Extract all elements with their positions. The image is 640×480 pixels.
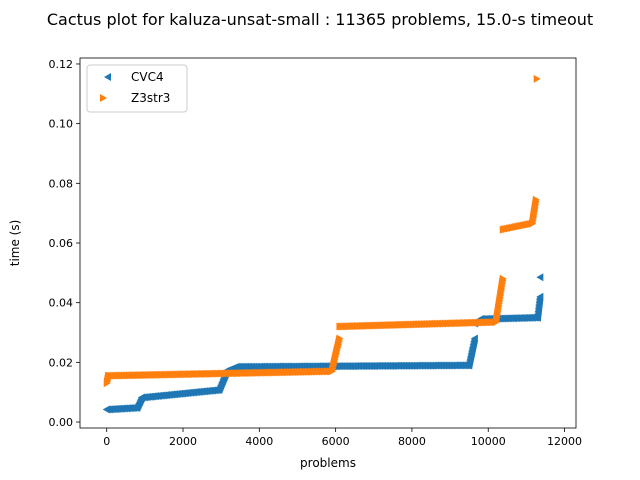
y-axis-label: time (s) (8, 220, 22, 267)
data-point-z3str3-outlier (533, 74, 541, 83)
x-axis-ticks: 0 2000 4000 6000 8000 10000 12000 (103, 428, 582, 448)
y-tick-label: 0.08 (49, 177, 74, 190)
plot-area (102, 74, 544, 414)
y-tick-label: 0.12 (49, 58, 74, 71)
data-point-z3str3 (499, 274, 507, 283)
y-tick-label: 0.00 (49, 416, 74, 429)
x-tick-label: 10000 (471, 435, 506, 448)
legend: CVC4 Z3str3 (86, 64, 188, 113)
x-tick-label: 6000 (322, 435, 350, 448)
data-point-cvc4 (536, 292, 544, 301)
data-point-cvc4-outlier (536, 273, 544, 282)
data-point-cvc4 (470, 334, 478, 343)
y-tick-label: 0.04 (49, 297, 74, 310)
x-tick-label: 4000 (245, 435, 273, 448)
legend-marker-cvc4 (104, 73, 111, 81)
y-tick-label: 0.10 (49, 118, 74, 131)
x-axis-label: problems (300, 456, 356, 470)
x-tick-label: 0 (103, 435, 110, 448)
x-tick-label: 8000 (398, 435, 426, 448)
legend-label-cvc4: CVC4 (131, 70, 164, 84)
legend-marker-z3str3 (100, 94, 107, 102)
y-tick-label: 0.02 (49, 356, 74, 369)
x-tick-label: 12000 (547, 435, 582, 448)
series-z3str3 (103, 74, 541, 388)
legend-box (86, 64, 188, 113)
data-point-z3str3 (336, 334, 344, 343)
y-tick-label: 0.06 (49, 237, 74, 250)
y-axis-ticks: 0.00 0.02 0.04 0.06 0.08 0.10 0.12 (49, 58, 80, 429)
chart-title: Cactus plot for kaluza-unsat-small : 113… (47, 10, 593, 29)
x-tick-label: 2000 (169, 435, 197, 448)
legend-label-z3str3: Z3str3 (131, 91, 170, 105)
data-point-z3str3 (532, 195, 540, 204)
